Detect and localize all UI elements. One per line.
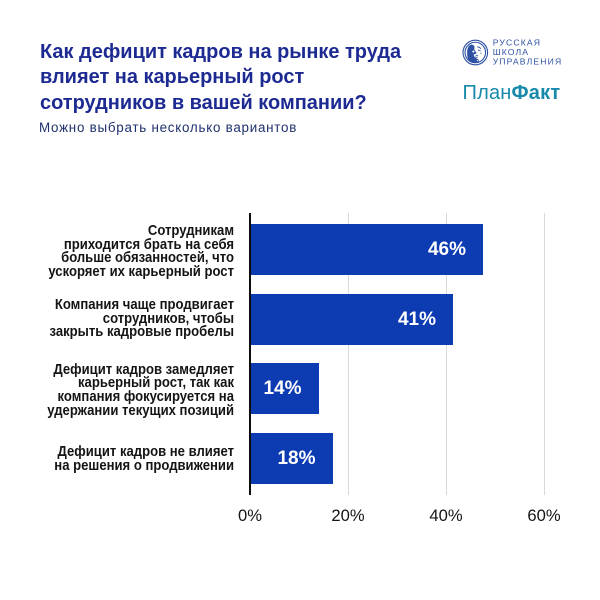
svg-text:ШКОЛА: ШКОЛА <box>493 47 530 57</box>
svg-text:УПРАВЛЕНИЯ: УПРАВЛЕНИЯ <box>493 57 563 67</box>
svg-text:ПланФакт: ПланФакт <box>463 82 561 104</box>
svg-text:РУССКАЯ: РУССКАЯ <box>493 37 541 47</box>
